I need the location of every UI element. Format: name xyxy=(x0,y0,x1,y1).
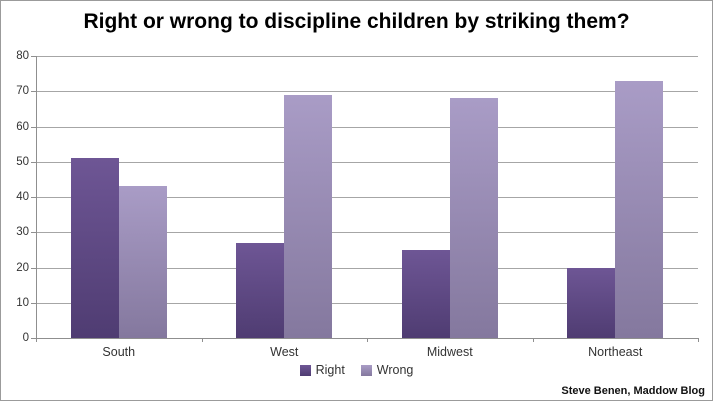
gridline xyxy=(36,161,698,163)
bar-right-south xyxy=(70,158,119,338)
y-axis-tick xyxy=(31,161,36,163)
y-axis-label: 40 xyxy=(16,191,29,203)
x-axis-category-label: Midwest xyxy=(426,345,473,359)
legend-label-wrong: Wrong xyxy=(376,363,414,377)
bar-right-west xyxy=(236,242,285,338)
x-axis-tick xyxy=(201,338,203,342)
y-axis-tick xyxy=(31,56,36,57)
y-axis-tick xyxy=(31,267,36,269)
x-axis-tick xyxy=(532,338,534,342)
legend-swatch-wrong xyxy=(360,364,372,376)
x-axis-tick xyxy=(367,338,368,342)
gridline xyxy=(36,267,698,269)
gridline xyxy=(36,232,698,234)
attribution: Steve Benen, Maddow Blog xyxy=(561,385,705,397)
y-axis-label: 30 xyxy=(16,226,29,239)
legend-label-right: Right xyxy=(315,363,345,377)
y-axis-tick xyxy=(31,197,36,198)
gridline xyxy=(36,91,698,93)
gridline xyxy=(36,126,698,128)
y-axis-label: 70 xyxy=(16,85,29,98)
gridline xyxy=(36,56,698,57)
gridline xyxy=(36,197,698,198)
bar-wrong-northeast xyxy=(615,80,664,338)
y-axis-label: 80 xyxy=(16,50,29,62)
chart-title: Right or wrong to discipline children by… xyxy=(83,10,630,33)
y-axis-tick xyxy=(31,302,36,304)
bar-right-midwest xyxy=(401,249,450,338)
y-axis-tick xyxy=(31,126,36,128)
bar-wrong-west xyxy=(284,94,333,338)
x-axis-tick xyxy=(698,338,699,342)
legend: Right Wrong xyxy=(1,363,712,377)
y-axis-tick xyxy=(31,338,36,339)
legend-item-right: Right xyxy=(299,363,345,377)
y-axis-label: 60 xyxy=(16,120,29,133)
y-axis-tick xyxy=(31,232,36,234)
y-axis-label: 10 xyxy=(16,296,29,309)
y-axis-tick xyxy=(31,91,36,93)
legend-swatch-right xyxy=(299,364,311,376)
x-axis-category-label: Northeast xyxy=(588,345,643,359)
bar-wrong-south xyxy=(118,186,167,338)
legend-item-wrong: Wrong xyxy=(360,363,414,377)
bar-wrong-midwest xyxy=(449,98,498,338)
x-axis-tick xyxy=(36,338,37,342)
y-axis-label: 20 xyxy=(16,261,29,274)
y-axis-label: 0 xyxy=(22,332,29,344)
y-axis-label: 50 xyxy=(16,155,29,168)
x-axis-category-label: West xyxy=(270,345,299,359)
x-axis-category-label: South xyxy=(102,345,136,359)
gridline xyxy=(36,302,698,304)
y-axis-line xyxy=(36,56,37,339)
bar-right-northeast xyxy=(567,267,616,338)
